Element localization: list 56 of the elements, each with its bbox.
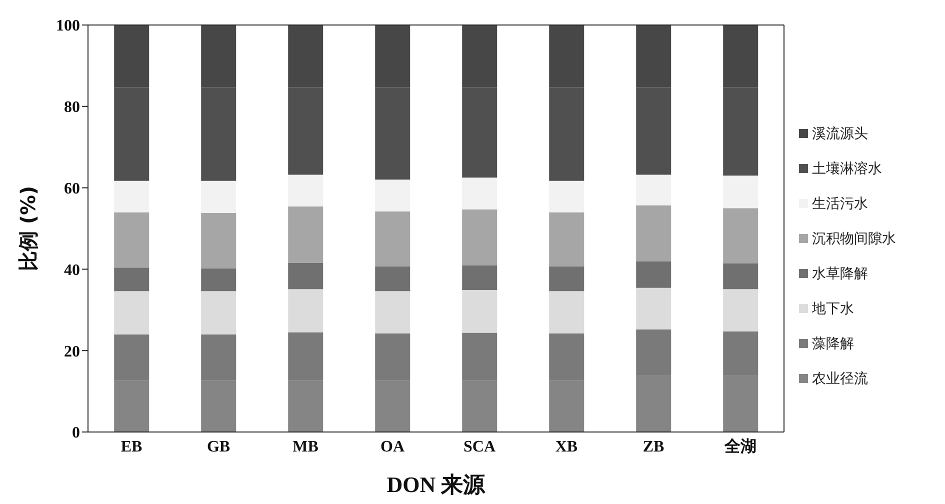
legend-label: 土壤淋溶水: [812, 160, 882, 178]
legend-label: 水草降解: [812, 264, 868, 282]
y-tick-label: 20: [64, 343, 80, 360]
bar: [288, 206, 324, 263]
y-axis-title: 比例 (%): [16, 186, 40, 272]
legend-label: 地下水: [812, 300, 854, 318]
bar: [201, 213, 236, 268]
legend-label: 生活污水: [812, 194, 868, 212]
y-tick-label: 100: [56, 18, 80, 35]
bar: [375, 211, 410, 266]
bar: [114, 291, 150, 334]
y-tick-label: 40: [64, 262, 80, 279]
x-tick-label: EB: [120, 438, 142, 456]
x-tick-label: SCA: [463, 438, 496, 456]
bar: [375, 291, 410, 334]
x-tick-label: GB: [206, 438, 230, 456]
bar: [636, 288, 672, 330]
bar: [723, 289, 758, 332]
bar: [288, 289, 324, 332]
bar: [462, 178, 498, 210]
bar: [288, 262, 324, 290]
bar: [114, 268, 150, 292]
bar: [636, 205, 672, 262]
legend-label: 沉积物间隙水: [812, 230, 896, 248]
bar: [462, 209, 498, 266]
bar: [723, 176, 758, 208]
bar: [288, 174, 324, 207]
bar: [549, 266, 584, 292]
x-tick-label: ZB: [642, 438, 664, 456]
bar: [549, 212, 584, 266]
x-tick-label: OA: [380, 438, 405, 456]
bar: [636, 174, 672, 206]
bar: [549, 180, 584, 212]
legend-label: 溪流源头: [812, 124, 868, 142]
x-axis-title: DON 来源: [386, 472, 486, 497]
bar: [201, 180, 236, 214]
bar: [375, 180, 410, 212]
y-tick-label: 60: [64, 180, 80, 198]
bar: [462, 266, 498, 290]
bar: [636, 261, 672, 288]
bar: [723, 264, 758, 290]
bar: [549, 291, 584, 334]
x-tick-label: XB: [555, 438, 578, 456]
bar: [375, 266, 410, 292]
bar: [201, 291, 236, 334]
bar: [114, 212, 150, 268]
x-tick-label: 全湖: [724, 437, 756, 456]
bar: [462, 290, 498, 333]
y-tick-label: 0: [72, 424, 80, 442]
legend-label: 藻降解: [812, 334, 854, 352]
x-tick-label: MB: [292, 438, 319, 456]
bar: [114, 180, 150, 212]
y-tick-label: 80: [64, 99, 80, 116]
bar: [201, 268, 236, 292]
legend-label: 农业径流: [812, 370, 868, 388]
bar: [723, 208, 758, 264]
